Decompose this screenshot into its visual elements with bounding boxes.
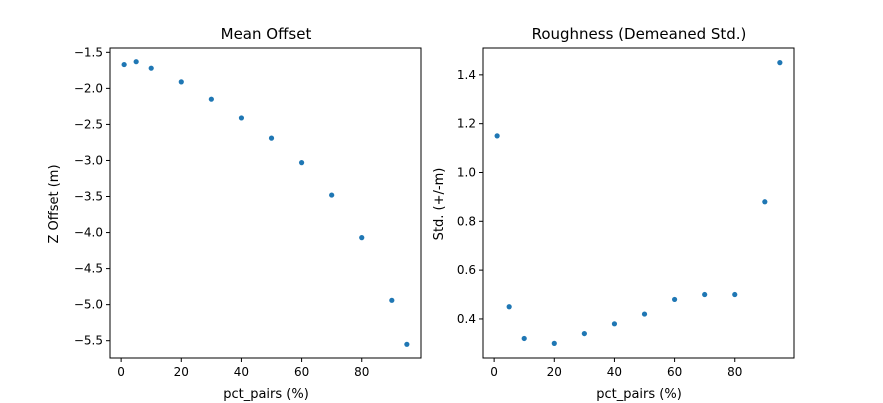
data-point [762,199,768,205]
tick-layer: 0 20 40 60 80 −5.5 −5.0 −4.5 −4.0 −3.5 −3.0 −2.5 −2.… [74,45,370,379]
x-tick-label: 60 [667,365,682,379]
data-point [551,340,557,346]
y-tick-label: −2.0 [74,81,103,95]
y-tick-label: −1.5 [74,45,103,59]
x-axis-label: pct_pairs (%) [596,387,682,402]
y-axis-label: Z Offset (m) [47,164,62,243]
data-point [671,296,678,303]
y-tick-label: 0.6 [457,263,476,277]
data-point [389,297,395,303]
data-point [404,341,410,347]
y-tick-label: 1.0 [457,165,476,179]
point-layer [121,59,410,347]
x-tick-label: 20 [547,365,562,379]
x-tick-label: 80 [727,365,742,379]
data-point [581,330,587,337]
plot-frame [482,47,795,359]
data-point [611,321,618,327]
x-tick-label: 80 [354,365,369,379]
chart-roughness: Roughness (Demeaned Std.) pct_pairs (%) … [432,25,795,402]
y-tick-label: 0.8 [457,214,476,228]
data-point [732,291,738,298]
x-tick-label: 0 [117,365,125,379]
data-point [268,135,275,141]
data-point [208,96,214,102]
chart-title: Roughness (Demeaned Std.) [532,25,747,43]
y-tick-label: −5.0 [74,298,103,312]
x-tick-label: 0 [490,365,498,379]
chart-mean-offset: Mean Offset pct_pairs (%) Z Offset (m) 0… [47,25,422,402]
x-tick-label: 60 [294,365,309,379]
data-point [702,291,708,298]
data-point [148,65,154,71]
tick-layer: 0 20 40 60 80 0.4 0.6 0.8 1.0 1.2 1.4 [457,68,742,379]
y-tick-label: −3.0 [74,153,103,167]
data-point [238,115,245,121]
y-tick-label: −5.5 [74,334,103,348]
point-layer [494,60,783,346]
data-point [121,61,127,68]
y-axis-label: Std. (+/-m) [432,168,447,241]
x-axis-label: pct_pairs (%) [223,387,309,402]
x-tick-label: 20 [174,365,189,379]
data-point [133,59,139,65]
data-point [298,160,305,166]
y-tick-label: −4.5 [74,262,103,276]
y-tick-label: 1.2 [457,117,476,131]
plot-frame [109,47,422,359]
y-tick-label: −3.5 [74,190,103,204]
data-point [329,192,335,198]
data-point [359,235,365,241]
y-tick-label: 1.4 [457,68,476,82]
data-point [521,335,527,342]
data-point [178,79,184,85]
data-point [506,304,512,310]
x-tick-label: 40 [607,365,622,379]
y-tick-label: −2.5 [74,117,103,131]
data-point [641,311,648,317]
chart-title: Mean Offset [221,25,312,43]
data-point [777,60,783,66]
data-point [494,133,500,139]
x-tick-label: 40 [234,365,249,379]
y-tick-label: 0.4 [457,312,476,326]
y-tick-label: −4.0 [74,226,103,240]
